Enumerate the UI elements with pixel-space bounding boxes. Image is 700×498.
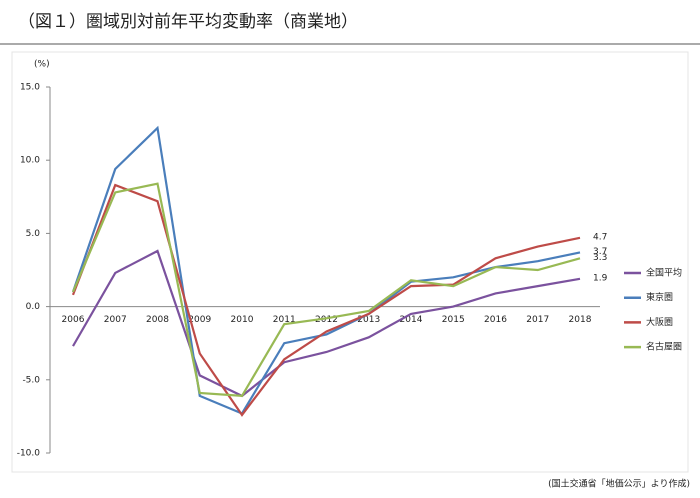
x-tick-label: 2013 — [357, 315, 380, 325]
x-tick-label: 2012 — [315, 315, 338, 325]
x-tick-label: 2008 — [146, 315, 169, 325]
x-tick-label: 2010 — [231, 315, 254, 325]
series-line — [72, 249, 581, 398]
x-tick-label: 2007 — [104, 315, 127, 325]
x-tick-label: 2016 — [484, 315, 507, 325]
x-tick-label: 2006 — [62, 315, 85, 325]
y-axis-label: (%) — [34, 60, 50, 70]
series-line — [71, 125, 581, 415]
legend-label: 大阪圏 — [646, 316, 673, 328]
chart-frame — [11, 51, 689, 473]
x-tick-label: 2018 — [569, 315, 592, 325]
source-note: (国土交通省「地価公示」より作成) — [548, 478, 690, 490]
series-line — [71, 182, 581, 398]
x-tick-label: 2017 — [526, 315, 549, 325]
end-label: 3.3 — [593, 253, 607, 263]
y-tick-label: 5.0 — [26, 229, 41, 239]
series-line — [71, 183, 581, 417]
end-label: 4.7 — [593, 232, 607, 242]
x-tick-label: 2014 — [400, 315, 423, 325]
legend-label: 全国平均 — [646, 267, 682, 279]
x-tick-label: 2015 — [442, 315, 465, 325]
end-label: 3.7 — [593, 247, 607, 257]
y-tick-label: -5.0 — [22, 375, 40, 385]
x-tick-label: 2009 — [188, 315, 211, 325]
y-tick-label: 0.0 — [26, 302, 41, 312]
x-tick-label: 2011 — [273, 315, 296, 325]
legend-label: 名古屋圏 — [646, 341, 682, 353]
y-tick-label: 15.0 — [20, 83, 40, 93]
legend-label: 東京圏 — [646, 291, 673, 303]
y-tick-label: -10.0 — [17, 449, 41, 459]
end-label: 1.9 — [593, 273, 608, 283]
chart-title: （図１）圏域別対前年平均変動率（商業地） — [18, 12, 358, 32]
y-tick-label: 10.0 — [20, 156, 40, 166]
